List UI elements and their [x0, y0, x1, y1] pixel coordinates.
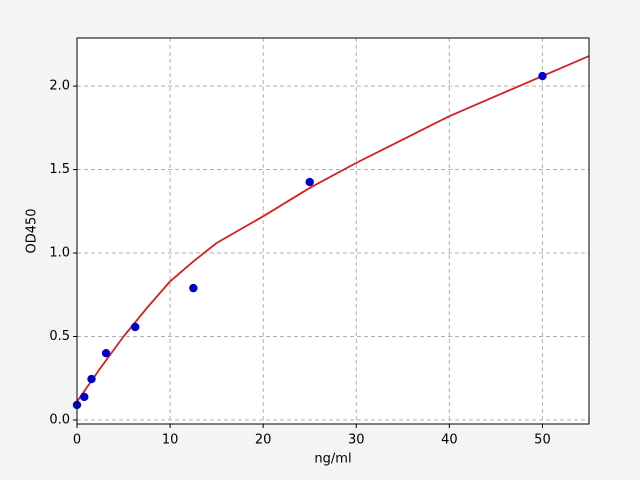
x-tick-label: 30 — [348, 433, 365, 448]
data-point — [80, 392, 89, 402]
x-tick-label: 10 — [162, 433, 179, 448]
x-tick-label: 40 — [441, 433, 458, 448]
data-point — [87, 374, 96, 384]
data-point — [130, 322, 140, 332]
fit-curve — [77, 55, 589, 403]
y-tick-label: 1.5 — [49, 162, 70, 177]
x-tick-label: 20 — [255, 433, 272, 448]
y-tick-label: 0.0 — [49, 412, 70, 427]
plot-background — [77, 38, 589, 424]
x-tick-label: 50 — [534, 433, 551, 448]
y-tick-label: 2.0 — [49, 79, 70, 94]
y-axis-label: OD450 — [25, 208, 40, 253]
x-tick-label: 0 — [73, 433, 81, 448]
x-axis-label: ng/ml — [314, 452, 351, 467]
data-point — [189, 283, 198, 293]
data-point — [101, 349, 111, 358]
data-point — [538, 71, 547, 81]
data-point — [305, 177, 314, 187]
plot-frame — [76, 37, 590, 425]
y-tick-label: 0.5 — [49, 329, 70, 344]
y-tick-label: 1.0 — [49, 246, 70, 261]
